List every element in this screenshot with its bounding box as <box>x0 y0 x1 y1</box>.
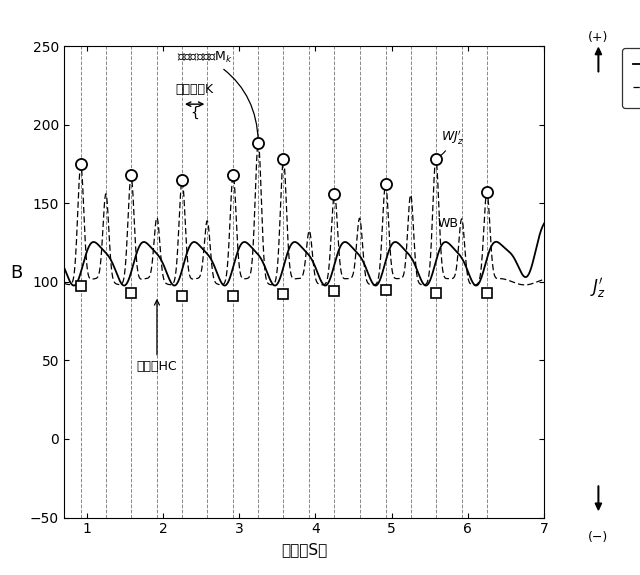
Text: (+): (+) <box>588 31 609 44</box>
Text: 区間内最大値M$_k$: 区間内最大値M$_k$ <box>177 50 258 141</box>
Text: 踵着地HC: 踵着地HC <box>136 300 177 373</box>
Text: {: { <box>190 106 199 120</box>
Text: 一歩区間K: 一歩区間K <box>175 83 214 96</box>
X-axis label: 時間（S）: 時間（S） <box>281 542 327 557</box>
Text: (−): (−) <box>588 531 609 544</box>
Text: $J_z'$: $J_z'$ <box>591 275 606 300</box>
Y-axis label: B: B <box>10 264 22 282</box>
Text: $WJ_z'$: $WJ_z'$ <box>438 128 464 158</box>
Text: WB: WB <box>437 217 458 230</box>
Legend: : WB, : $WJ_z'$: : WB, : $WJ_z'$ <box>623 48 640 108</box>
